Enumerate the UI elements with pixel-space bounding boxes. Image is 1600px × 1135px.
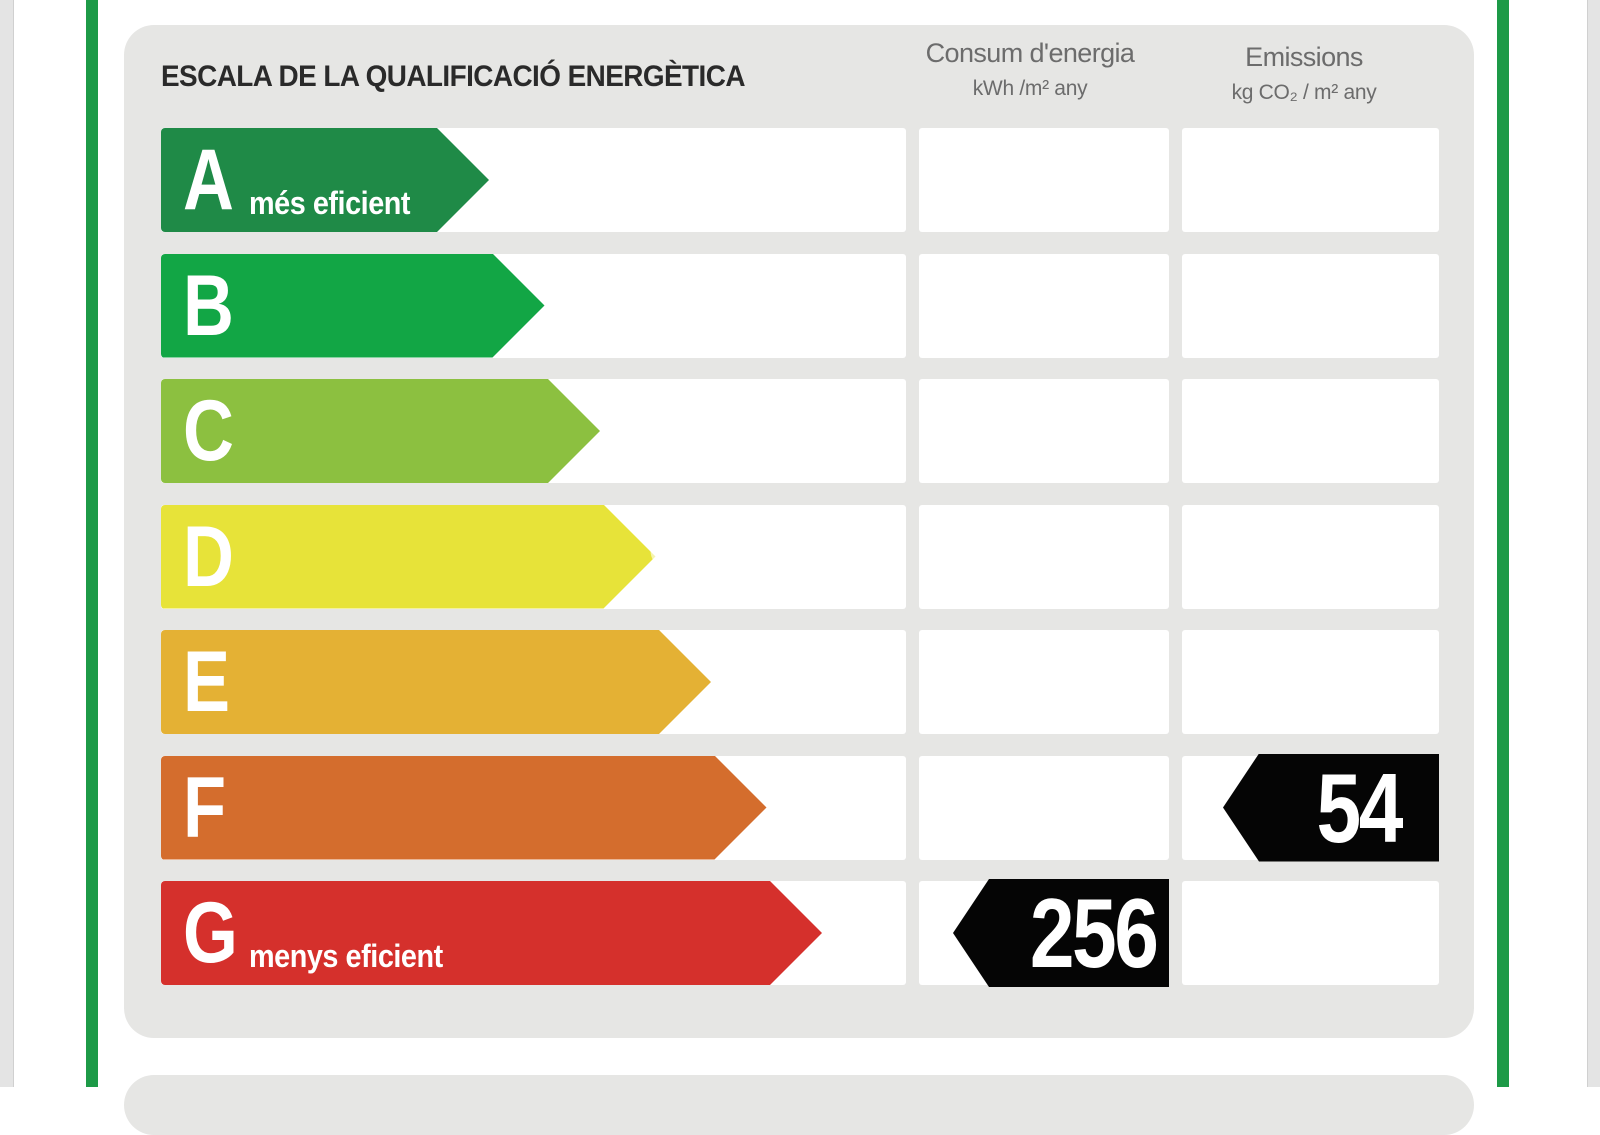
consumption-cell xyxy=(919,253,1169,358)
rating-row-c: C xyxy=(161,379,1439,483)
consumption-value: 256 xyxy=(1030,878,1159,988)
rating-letter: B xyxy=(183,257,234,354)
consumption-cell xyxy=(919,630,1169,734)
rating-row-e: E xyxy=(161,630,1439,734)
rating-letter: E xyxy=(183,634,231,730)
frame-border-right xyxy=(1497,0,1509,1087)
rating-letter: G xyxy=(183,885,238,981)
emissions-cell xyxy=(1182,504,1439,609)
rating-arrow-b: B xyxy=(161,254,545,358)
rating-letter: D xyxy=(183,508,234,605)
consumption-cell xyxy=(919,755,1169,860)
consumption-cell xyxy=(919,128,1169,232)
rating-arrow-e: E xyxy=(161,630,711,734)
consumption-value-tag: 256 xyxy=(953,879,1169,987)
rating-scale-cell: E xyxy=(161,630,906,734)
rating-letter: F xyxy=(183,759,227,856)
page-edge-right xyxy=(1587,0,1600,1087)
emissions-value-tag: 54 xyxy=(1223,752,1439,863)
emissions-header-title: Emissions xyxy=(1245,42,1363,72)
rating-row-d: D xyxy=(161,504,1439,609)
rating-row-b: B xyxy=(161,253,1439,358)
consumption-cell xyxy=(919,379,1169,483)
rating-row-f: F 54 xyxy=(161,752,1439,863)
rating-letter: C xyxy=(183,383,234,479)
watermark: colibree xyxy=(648,507,869,580)
rating-scale-cell: C xyxy=(161,379,906,483)
emissions-column-header: Emissions kg CO₂ / m² any xyxy=(1168,42,1440,105)
rating-sublabel: menys eficient xyxy=(249,938,443,974)
consumption-cell: 256 xyxy=(919,879,1169,987)
rating-sublabel: més eficient xyxy=(249,185,411,221)
emissions-cell: 54 xyxy=(1182,752,1439,863)
emissions-header-unit: kg CO₂ / m² any xyxy=(1231,81,1377,104)
rating-arrow-f: F xyxy=(161,756,767,860)
emissions-cell xyxy=(1182,630,1439,734)
frame-border-left xyxy=(86,0,98,1087)
rating-arrow-d: D xyxy=(161,505,656,609)
rating-letter: A xyxy=(183,132,234,228)
rating-scale-cell: B xyxy=(161,253,906,358)
next-panel xyxy=(124,1075,1474,1135)
consumption-column-header: Consum d'energia kWh /m² any xyxy=(902,38,1158,101)
emissions-cell xyxy=(1182,128,1439,232)
consumption-header-title: Consum d'energia xyxy=(925,38,1135,68)
emissions-value: 54 xyxy=(1316,752,1404,863)
emissions-cell xyxy=(1182,881,1439,985)
consumption-cell xyxy=(919,504,1169,609)
rating-arrow-c: C xyxy=(161,379,600,483)
emissions-cell xyxy=(1182,379,1439,483)
scale-title: ESCALA DE LA QUALIFICACIÓ ENERGÈTICA xyxy=(161,60,745,93)
page-edge-left xyxy=(0,0,14,1087)
rating-scale-cell: F xyxy=(161,755,906,860)
emissions-cell xyxy=(1182,253,1439,358)
rating-scale-cell: D xyxy=(161,504,906,609)
consumption-header-unit: kWh /m² any xyxy=(972,77,1088,100)
